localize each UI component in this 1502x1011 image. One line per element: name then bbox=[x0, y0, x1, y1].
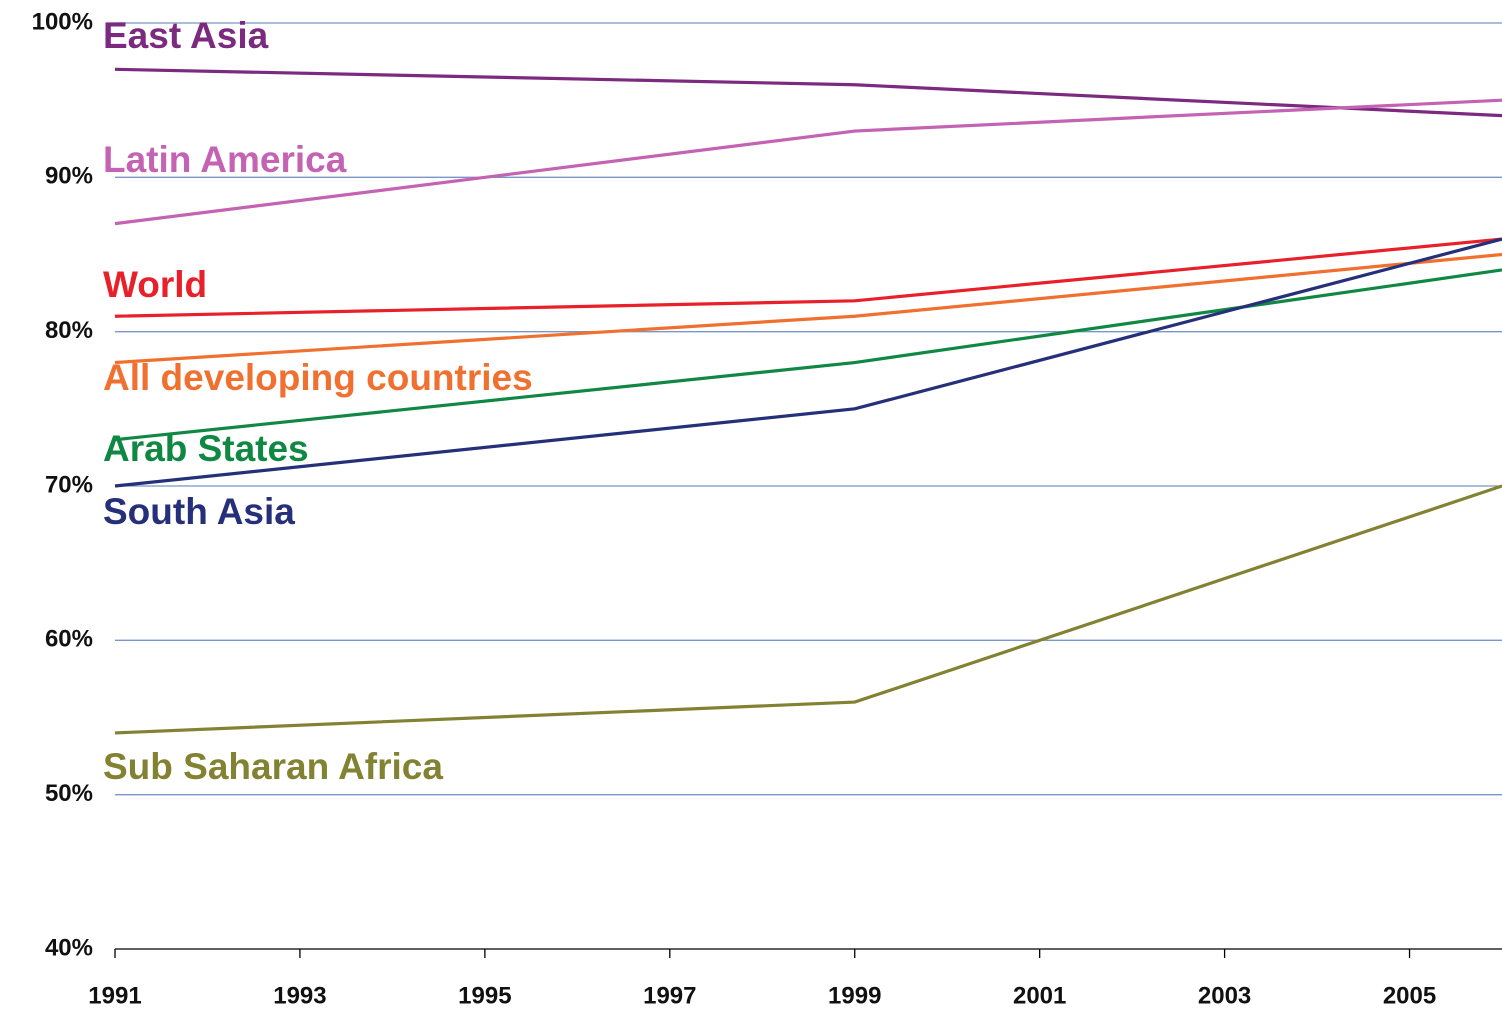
series-line bbox=[114, 237, 1502, 488]
series-line bbox=[114, 484, 1502, 735]
y-tick-label: 100% bbox=[32, 8, 93, 35]
series-line bbox=[114, 237, 1502, 318]
series-label: World bbox=[103, 264, 207, 305]
x-tick-label: 2005 bbox=[1383, 982, 1436, 1009]
x-tick-label: 1993 bbox=[273, 982, 326, 1009]
series-label: East Asia bbox=[103, 15, 269, 56]
y-tick-label: 50% bbox=[45, 780, 93, 807]
y-tick-label: 70% bbox=[45, 471, 93, 498]
series-line bbox=[114, 67, 1502, 118]
series-label: South Asia bbox=[103, 491, 295, 532]
series-line bbox=[114, 252, 1502, 365]
series-label: Arab States bbox=[103, 428, 309, 469]
x-tick-label: 1991 bbox=[88, 982, 141, 1009]
x-tick-label: 1995 bbox=[458, 982, 511, 1009]
series-line bbox=[114, 268, 1502, 442]
y-tick-label: 80% bbox=[45, 317, 93, 344]
y-tick-label: 40% bbox=[45, 934, 93, 961]
x-tick-label: 2003 bbox=[1198, 982, 1251, 1009]
y-tick-label: 60% bbox=[45, 626, 93, 653]
series-label: Sub Saharan Africa bbox=[103, 746, 443, 787]
series-line bbox=[114, 98, 1502, 226]
y-tick-label: 90% bbox=[45, 163, 93, 190]
x-tick-label: 1999 bbox=[828, 982, 881, 1009]
series-label: All developing countries bbox=[103, 357, 533, 398]
x-tick-label: 2001 bbox=[1013, 982, 1066, 1009]
x-tick-label: 1997 bbox=[643, 982, 696, 1009]
series-label: Latin America bbox=[103, 139, 347, 180]
